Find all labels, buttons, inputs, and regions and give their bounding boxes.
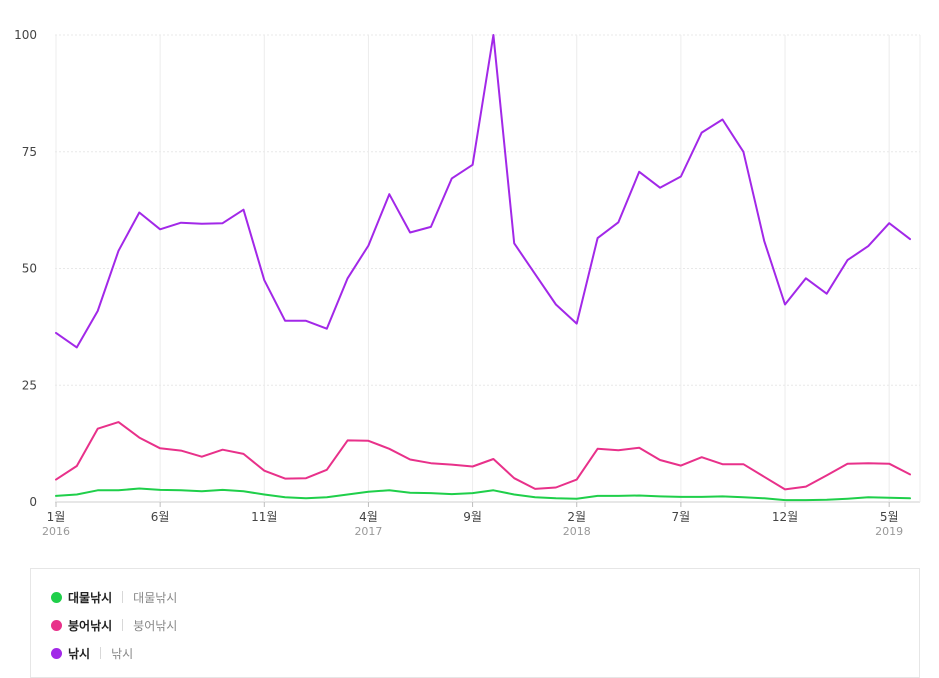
- x-tick-label: 7월: [672, 510, 691, 524]
- x-tick-label: 1월: [47, 510, 66, 524]
- series-line-대물낚시: [55, 487, 911, 502]
- legend-item-name: 붕어낚시: [68, 618, 113, 633]
- legend-separator: [122, 591, 124, 603]
- legend-item-낚시[interactable]: 낚시 낚시: [51, 643, 133, 663]
- legend-item-붕어낚시[interactable]: 붕어낚시 붕어낚시: [51, 615, 177, 635]
- legend-separator: [100, 647, 102, 659]
- legend-dot-icon: [51, 647, 62, 659]
- series-lines: [55, 34, 911, 502]
- legend-item-name: 낚시: [68, 646, 91, 661]
- legend-separator: [122, 619, 124, 631]
- x-tick-year-label: 2016: [42, 525, 70, 538]
- x-tick-year-label: 2017: [354, 525, 382, 538]
- legend-dot-icon: [51, 591, 62, 603]
- y-tick-label: 0: [29, 495, 37, 509]
- x-tick-year-label: 2019: [875, 525, 903, 538]
- y-tick-label: 100: [14, 28, 37, 42]
- x-tick-label: 2월: [567, 510, 586, 524]
- x-tick-label: 11월: [251, 510, 277, 524]
- x-tick-label: 6월: [151, 510, 170, 524]
- x-tick-label: 4월: [359, 510, 378, 524]
- legend-item-description: 붕어낚시: [133, 618, 178, 633]
- x-tick-year-label: 2018: [563, 525, 591, 538]
- legend-item-대물낚시[interactable]: 대물낚시 대물낚시: [51, 587, 177, 607]
- x-tick-label: 5월: [880, 510, 899, 524]
- legend-item-description: 대물낚시: [133, 590, 178, 605]
- y-tick-label: 25: [22, 378, 37, 392]
- y-tick-label: 50: [22, 262, 37, 276]
- x-tick-label: 9월: [463, 510, 482, 524]
- legend-item-name: 대물낚시: [68, 590, 113, 605]
- x-tick-label: 12월: [772, 510, 798, 524]
- series-line-낚시: [55, 34, 911, 349]
- grid-lines: [55, 34, 921, 507]
- y-tick-label: 75: [22, 145, 37, 159]
- legend-item-description: 낚시: [111, 646, 134, 661]
- series-line-붕어낚시: [55, 421, 911, 491]
- legend-dot-icon: [51, 619, 62, 631]
- legend-panel: 대물낚시 대물낚시 붕어낚시 붕어낚시 낚시 낚시: [30, 568, 920, 678]
